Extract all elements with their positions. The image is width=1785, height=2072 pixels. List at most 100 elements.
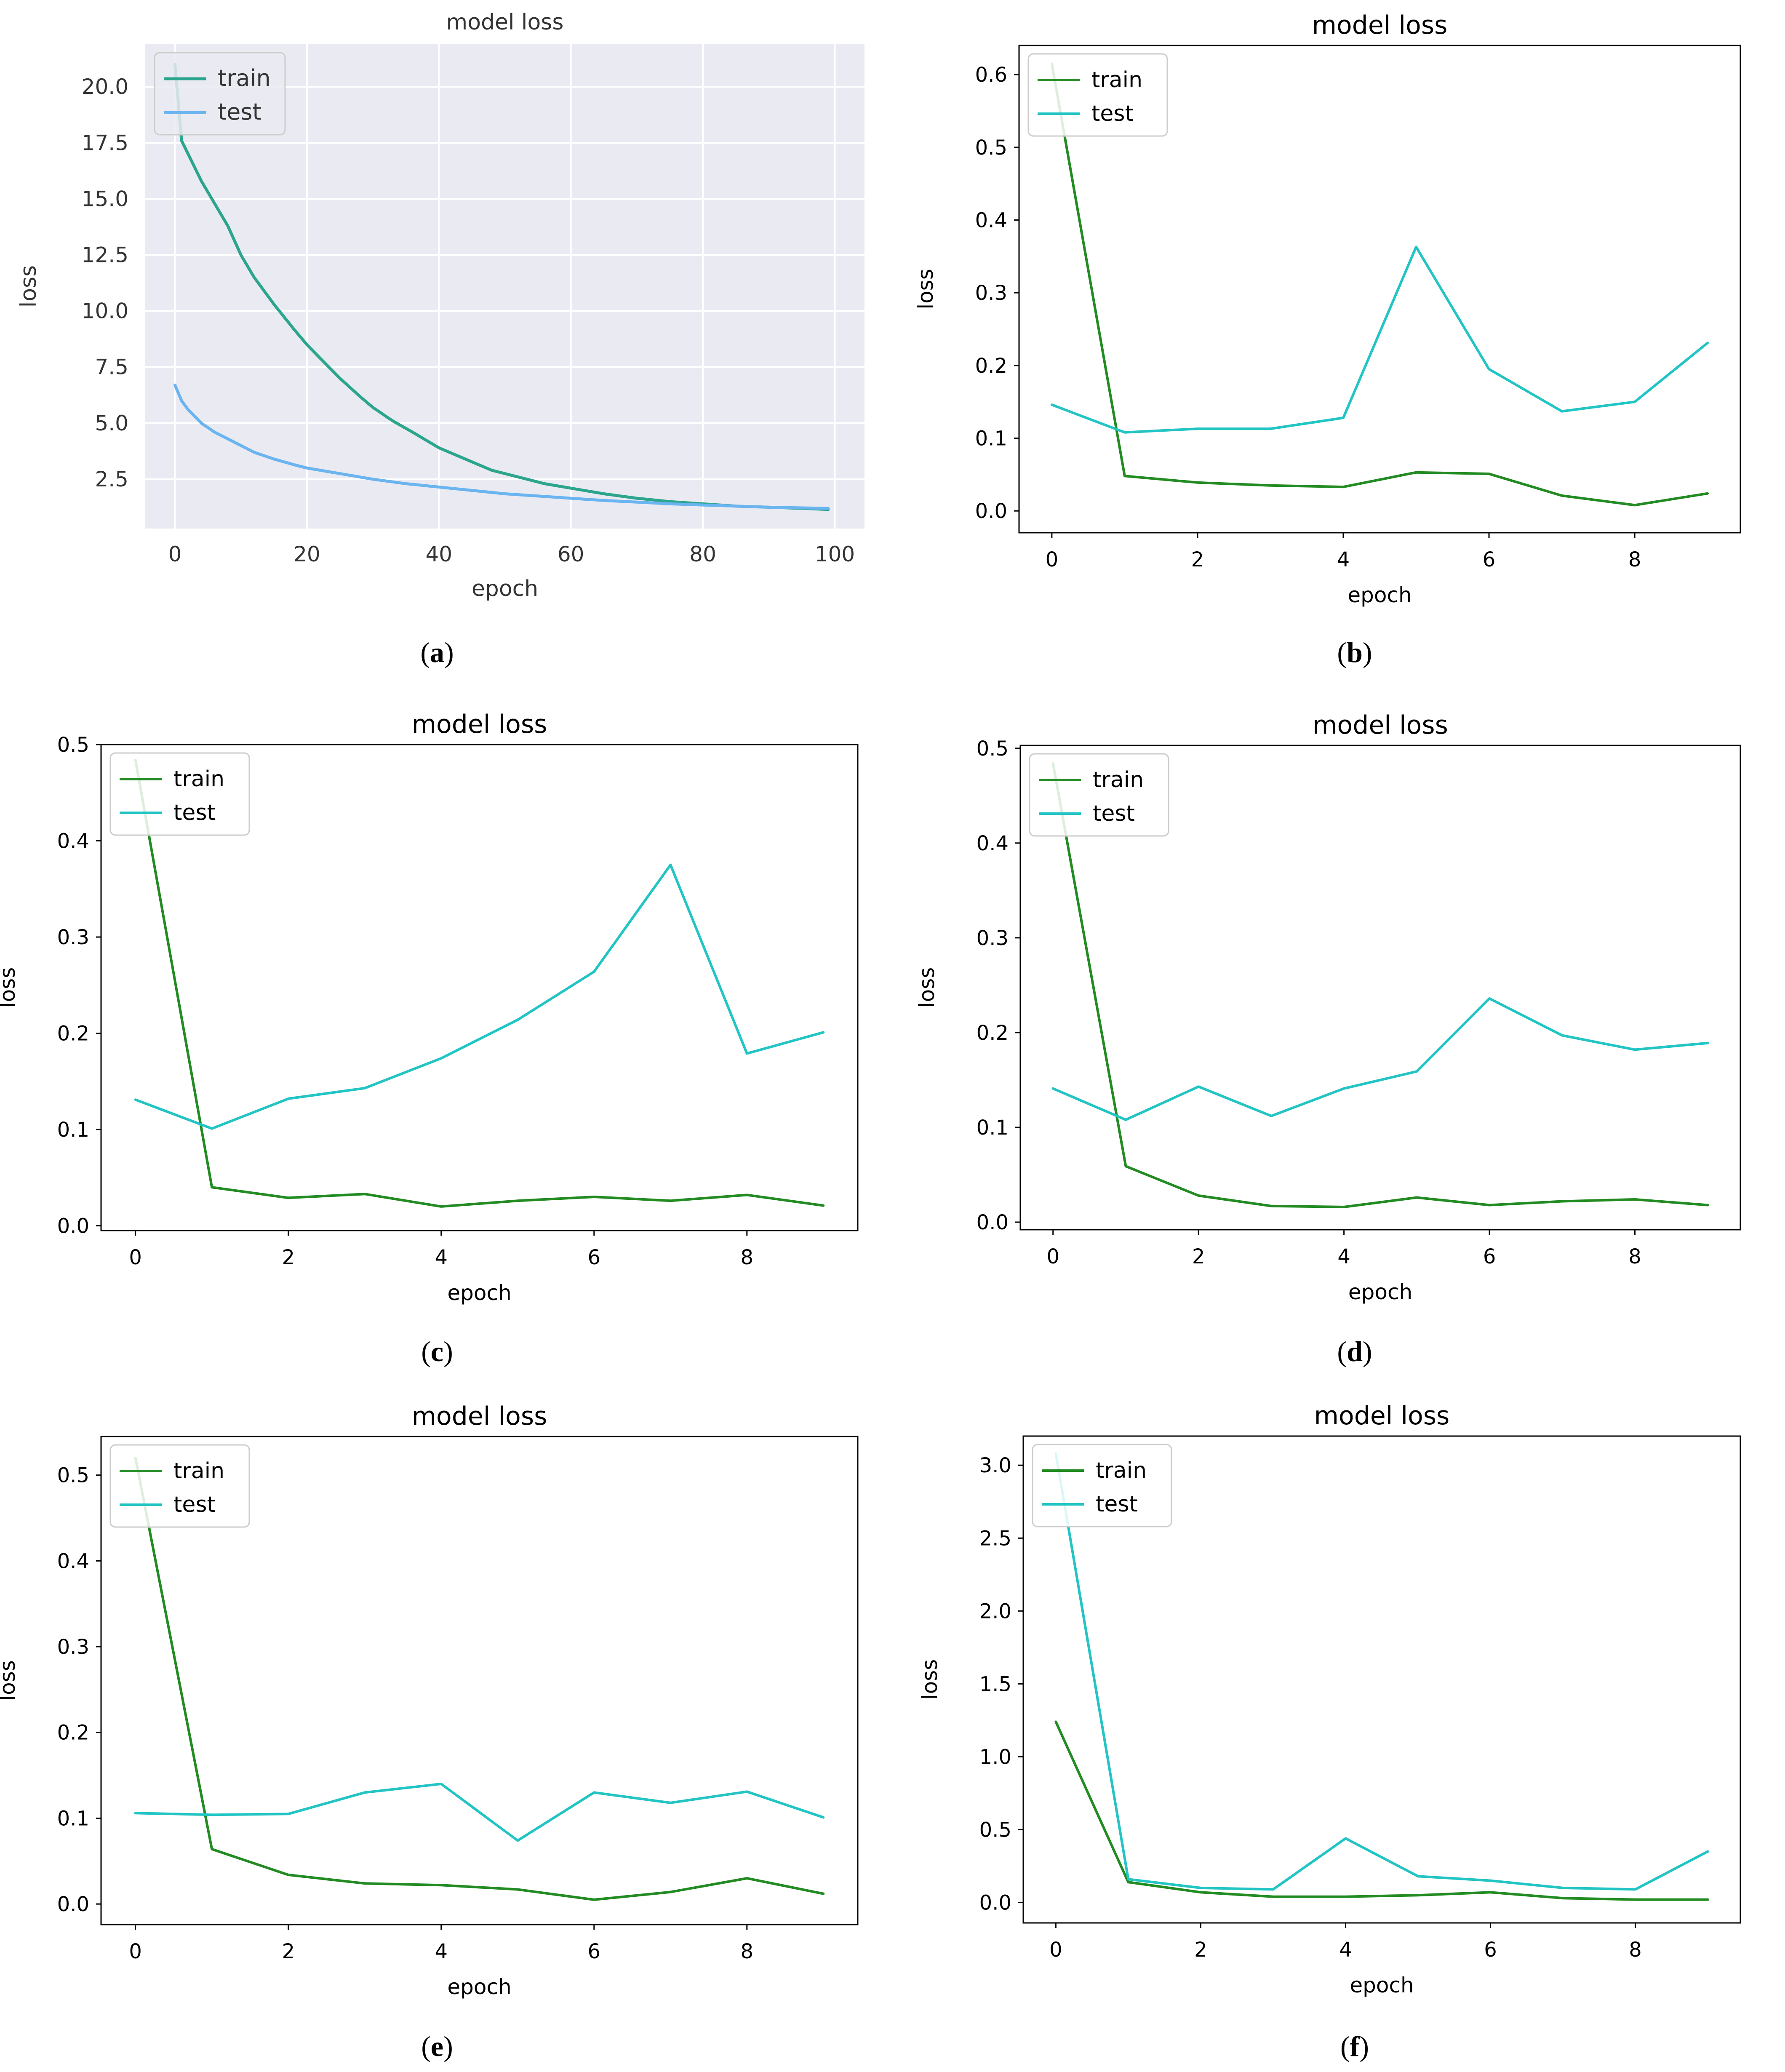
y-tick-label: 0.5 <box>979 1818 1011 1842</box>
caption-letter: f <box>1350 2030 1360 2062</box>
y-tick-label: 0.5 <box>57 1464 89 1487</box>
x-tick-label: 20 <box>293 542 320 566</box>
x-tick-label: 80 <box>689 542 716 566</box>
y-tick-label: 1.5 <box>979 1672 1011 1696</box>
y-tick-label: 0.5 <box>975 136 1007 160</box>
chart-title: model loss <box>412 710 547 739</box>
y-axis-label: loss <box>913 269 938 310</box>
legend-label-test: test <box>173 800 216 825</box>
y-axis-label: loss <box>915 967 939 1008</box>
series-line-test <box>1051 997 1709 1121</box>
legend-box <box>1027 53 1168 137</box>
series-line-test <box>173 383 830 510</box>
legend-box <box>109 752 250 836</box>
legend-label-test: test <box>1091 101 1134 126</box>
chart-title: model loss <box>446 10 564 35</box>
x-axis-label: epoch <box>1350 1973 1414 1997</box>
y-tick-label: 0.5 <box>57 733 89 757</box>
series-line-train <box>1050 62 1709 507</box>
y-tick-label: 0.2 <box>977 1021 1009 1045</box>
caption-c: (c) <box>421 1335 453 1367</box>
y-tick-label: 0.4 <box>975 208 1007 232</box>
x-axis-label: epoch <box>447 1281 511 1305</box>
y-axis-label: loss <box>0 967 20 1008</box>
legend-box <box>1029 753 1169 837</box>
y-tick-label: 0.2 <box>975 354 1007 378</box>
series-line-test <box>1050 246 1709 434</box>
chart-svg-c: 0 2 4 6 8 0.0 0.1 0.2 0.3 0.4 0.5 model loss epoch lo… <box>0 710 859 1305</box>
series-line-train <box>134 1456 825 1901</box>
legend-label-train: train <box>173 766 224 792</box>
chart-svg-f: 0 2 4 6 8 0.0 0.5 1.0 1.5 2.0 2.5 3.0 model loss epoc… <box>918 1401 1741 1997</box>
y-tick-label: 0.4 <box>57 1549 89 1573</box>
chart-panel-f: 0 2 4 6 8 0.0 0.5 1.0 1.5 2.0 2.5 3.0 model loss epoc… <box>893 1381 1785 2072</box>
y-tick-label: 12.5 <box>82 243 128 267</box>
legend-label-train: train <box>218 65 271 91</box>
y-tick-label: 0.1 <box>57 1118 89 1142</box>
y-tick-label: 0.3 <box>57 1635 89 1659</box>
x-tick-label: 2 <box>282 1246 295 1269</box>
caption-letter: b <box>1347 636 1363 668</box>
y-tick-label: 0.6 <box>975 63 1007 87</box>
series-line-train <box>1054 1720 1709 1901</box>
y-tick-label: 15.0 <box>82 187 128 211</box>
x-axis-label: epoch <box>1348 1280 1412 1304</box>
series-line-train <box>134 758 825 1208</box>
caption-letter: c <box>430 1335 444 1367</box>
y-tick-label: 0.2 <box>57 1721 89 1745</box>
y-tick-label: 20.0 <box>82 75 128 99</box>
chart-title: model loss <box>412 1402 547 1431</box>
y-tick-label: 2.5 <box>979 1527 1011 1550</box>
x-tick-label: 8 <box>741 1940 754 1963</box>
caption-e: (e) <box>421 2030 453 2062</box>
series-line-train <box>1051 762 1709 1208</box>
chart-svg-e: 0 2 4 6 8 0.0 0.1 0.2 0.3 0.4 0.5 model loss epoch lo… <box>0 1402 859 1999</box>
y-tick-label: 3.0 <box>979 1454 1011 1477</box>
legend-label-train: train <box>1091 67 1142 93</box>
caption-a: (a) <box>420 636 454 668</box>
chart-panel-c: 0 2 4 6 8 0.0 0.1 0.2 0.3 0.4 0.5 model loss epoch lo… <box>0 691 893 1381</box>
caption-b: (b) <box>1337 636 1372 668</box>
y-tick-label: 0.0 <box>57 1215 89 1238</box>
y-tick-label: 0.4 <box>977 832 1009 855</box>
chart-title: model loss <box>1314 1401 1450 1431</box>
x-axis-label: epoch <box>1347 583 1411 607</box>
chart-svg-d: 0 2 4 6 8 0.0 0.1 0.2 0.3 0.4 0.5 model loss epoch lo… <box>915 710 1741 1304</box>
x-tick-label: 8 <box>1628 1245 1641 1268</box>
x-tick-label: 0 <box>1046 548 1059 571</box>
y-tick-label: 0.1 <box>57 1807 89 1830</box>
x-axis-label: epoch <box>447 1975 511 1999</box>
x-tick-label: 2 <box>282 1940 295 1963</box>
y-tick-label: 17.5 <box>82 131 128 155</box>
x-tick-label: 2 <box>1192 1245 1205 1268</box>
x-tick-label: 0 <box>1046 1245 1059 1268</box>
legend-label-test: test <box>1093 801 1135 826</box>
x-tick-label: 8 <box>741 1246 754 1269</box>
x-tick-label: 0 <box>168 542 182 566</box>
y-tick-label: 0.0 <box>977 1211 1009 1234</box>
chart-panel-e: 0 2 4 6 8 0.0 0.1 0.2 0.3 0.4 0.5 model loss epoch lo… <box>0 1381 893 2072</box>
y-tick-label: 0.3 <box>975 281 1007 305</box>
chart-svg-b: 0 2 4 6 8 0.0 0.1 0.2 0.3 0.4 0.5 0.6 model loss epoc… <box>913 11 1741 607</box>
y-axis-label: loss <box>918 1659 942 1700</box>
x-tick-label: 0 <box>129 1940 142 1963</box>
y-tick-label: 0.0 <box>975 499 1007 523</box>
caption-f: (f) <box>1340 2030 1369 2062</box>
x-tick-label: 4 <box>1337 548 1350 571</box>
x-tick-label: 40 <box>425 542 452 566</box>
y-tick-label: 0.0 <box>57 1893 89 1916</box>
chart-panel-b: 0 2 4 6 8 0.0 0.1 0.2 0.3 0.4 0.5 0.6 model loss epoc… <box>893 0 1785 691</box>
y-tick-label: 2.5 <box>95 467 128 491</box>
legend-label-test: test <box>218 99 261 125</box>
x-tick-label: 6 <box>1483 1245 1496 1268</box>
y-tick-label: 1.0 <box>979 1745 1011 1769</box>
x-tick-label: 4 <box>1337 1245 1350 1268</box>
x-tick-label: 4 <box>435 1246 448 1269</box>
x-tick-label: 4 <box>435 1940 448 1963</box>
x-tick-label: 2 <box>1194 1938 1207 1962</box>
series-line-test <box>1054 1452 1709 1891</box>
series-line-train <box>173 63 830 511</box>
y-tick-label: 0.1 <box>975 427 1007 451</box>
legend-box <box>1032 1444 1172 1527</box>
